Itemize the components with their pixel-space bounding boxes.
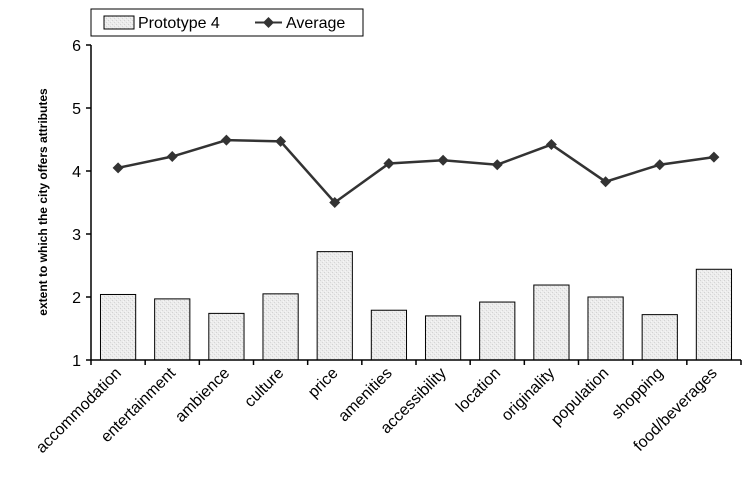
bar-population	[587, 296, 624, 361]
bar-location	[479, 301, 516, 361]
legend-label-prototype-4: Prototype 4	[138, 15, 220, 32]
average-line	[117, 138, 715, 205]
x-tick-label-population: population	[548, 365, 612, 429]
average-marker-culture	[275, 135, 287, 147]
y-tick-label: 5	[72, 101, 81, 118]
y-tick-label: 1	[72, 353, 81, 370]
bar-shopping	[641, 314, 678, 361]
y-axis-ticks: 1 2 3 4 5 6	[72, 38, 92, 370]
average-marker-accessibility	[437, 154, 449, 166]
average-marker-entertainment	[166, 151, 178, 163]
average-marker-price	[329, 197, 341, 208]
y-tick-label: 3	[72, 227, 81, 244]
y-tick-label: 4	[72, 164, 81, 181]
bar-originality	[533, 284, 570, 361]
x-tick-label-ambience: ambience	[172, 365, 233, 426]
bar-culture	[262, 293, 299, 361]
average-marker-originality	[545, 139, 557, 151]
x-tick-label-price: price	[305, 365, 342, 402]
bar-ambience	[208, 312, 245, 361]
average-marker-population	[600, 176, 612, 188]
average-marker-ambience	[220, 134, 232, 146]
average-marker-shopping	[654, 159, 666, 171]
average-marker-amenities	[383, 157, 395, 169]
bar-price	[316, 251, 353, 361]
average-marker-accommodation	[112, 162, 124, 174]
bar-accessibility	[424, 315, 462, 361]
bar-entertainment	[154, 298, 191, 361]
legend-swatch-prototype-4	[103, 15, 135, 30]
x-tick-label-culture: culture	[241, 365, 287, 411]
line-series-average	[112, 134, 720, 208]
bar-amenities	[370, 309, 408, 361]
bar-food-beverages	[695, 268, 733, 361]
legend-box	[90, 8, 364, 37]
x-tick-label-shopping: shopping	[609, 365, 667, 423]
x-axis	[90, 359, 742, 365]
bar-accommodation	[99, 293, 137, 361]
y-tick-label: 2	[72, 290, 81, 307]
legend: Prototype 4 Average	[90, 8, 364, 37]
y-axis-title: extent to which the city offers attribut…	[36, 88, 50, 316]
x-tick-label-location: location	[453, 365, 504, 416]
average-marker-food-beverages	[708, 151, 720, 163]
legend-label-average: Average	[286, 15, 345, 32]
y-tick-label: 6	[72, 38, 81, 55]
bar-series-prototype-4	[99, 251, 733, 361]
legend-marker-average	[263, 17, 274, 28]
average-marker-location	[491, 159, 503, 171]
